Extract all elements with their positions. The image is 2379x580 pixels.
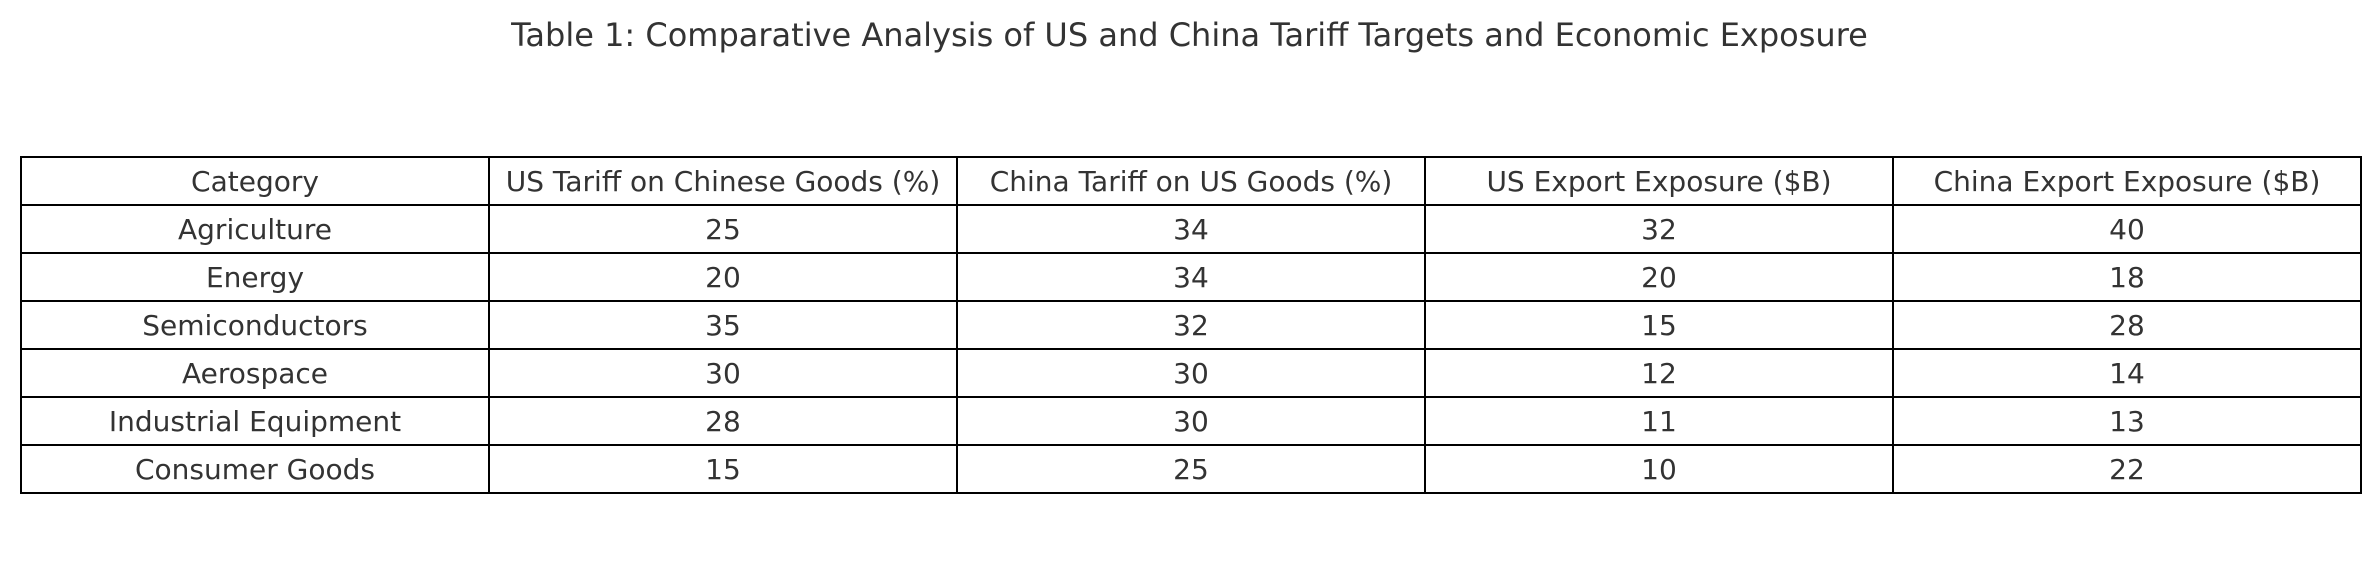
column-header: Category xyxy=(20,156,490,206)
column-header: China Tariff on US Goods (%) xyxy=(956,156,1426,206)
table-header: Category US Tariff on Chinese Goods (%) Ch… xyxy=(20,156,2362,206)
table-title: Table 1: Comparative Analysis of US and … xyxy=(511,16,1868,54)
table-row: Consumer Goods 15 25 10 22 xyxy=(20,444,2362,494)
data-table-container: Category US Tariff on Chinese Goods (%) Ch… xyxy=(20,156,2362,494)
category-cell: Agriculture xyxy=(20,204,490,254)
value-cell: 25 xyxy=(956,444,1426,494)
data-table: Category US Tariff on Chinese Goods (%) Ch… xyxy=(20,156,2362,494)
value-cell: 25 xyxy=(488,204,958,254)
value-cell: 10 xyxy=(1424,444,1894,494)
value-cell: 13 xyxy=(1892,396,2362,446)
value-cell: 15 xyxy=(488,444,958,494)
value-cell: 30 xyxy=(956,348,1426,398)
value-cell: 40 xyxy=(1892,204,2362,254)
value-cell: 30 xyxy=(488,348,958,398)
value-cell: 22 xyxy=(1892,444,2362,494)
category-cell: Energy xyxy=(20,252,490,302)
value-cell: 30 xyxy=(956,396,1426,446)
value-cell: 20 xyxy=(488,252,958,302)
table-body: Agriculture 25 34 32 40 Energy 20 34 20 18 Semicon… xyxy=(20,204,2362,494)
value-cell: 34 xyxy=(956,252,1426,302)
value-cell: 11 xyxy=(1424,396,1894,446)
header-row: Category US Tariff on Chinese Goods (%) Ch… xyxy=(20,156,2362,206)
value-cell: 20 xyxy=(1424,252,1894,302)
value-cell: 34 xyxy=(956,204,1426,254)
category-cell: Industrial Equipment xyxy=(20,396,490,446)
column-header: China Export Exposure ($B) xyxy=(1892,156,2362,206)
category-cell: Aerospace xyxy=(20,348,490,398)
value-cell: 28 xyxy=(488,396,958,446)
category-cell: Consumer Goods xyxy=(20,444,490,494)
value-cell: 28 xyxy=(1892,300,2362,350)
column-header: US Export Exposure ($B) xyxy=(1424,156,1894,206)
value-cell: 12 xyxy=(1424,348,1894,398)
table-row: Agriculture 25 34 32 40 xyxy=(20,204,2362,254)
value-cell: 35 xyxy=(488,300,958,350)
value-cell: 32 xyxy=(956,300,1426,350)
value-cell: 15 xyxy=(1424,300,1894,350)
table-row: Aerospace 30 30 12 14 xyxy=(20,348,2362,398)
value-cell: 32 xyxy=(1424,204,1894,254)
value-cell: 18 xyxy=(1892,252,2362,302)
table-row: Industrial Equipment 28 30 11 13 xyxy=(20,396,2362,446)
table-row: Semiconductors 35 32 15 28 xyxy=(20,300,2362,350)
category-cell: Semiconductors xyxy=(20,300,490,350)
value-cell: 14 xyxy=(1892,348,2362,398)
column-header: US Tariff on Chinese Goods (%) xyxy=(488,156,958,206)
table-row: Energy 20 34 20 18 xyxy=(20,252,2362,302)
